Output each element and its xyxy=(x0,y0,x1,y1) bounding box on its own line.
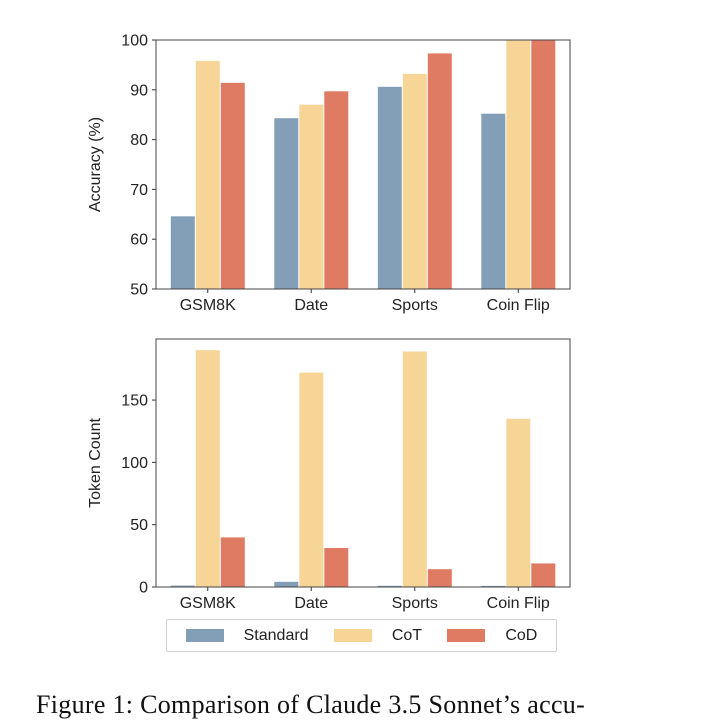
y-tick-label: 150 xyxy=(121,393,148,410)
y-tick-label: 90 xyxy=(130,82,148,99)
y-tick-label: 100 xyxy=(121,33,148,50)
bar-standard-gsm8k xyxy=(170,216,195,289)
bar-cot-coin-flip xyxy=(506,418,531,587)
bar-standard-coin-flip xyxy=(481,585,506,587)
bar-standard-sports xyxy=(377,585,402,587)
y-tick-label: 0 xyxy=(139,580,148,597)
bar-cod-gsm8k xyxy=(220,82,245,289)
legend-item-standard: Standard xyxy=(185,626,309,645)
y-tick-label: 80 xyxy=(130,132,148,149)
legend-label-cot: CoT xyxy=(391,626,423,644)
bar-cot-gsm8k xyxy=(195,350,220,587)
bar-cot-date xyxy=(299,372,324,587)
bar-cod-date xyxy=(324,91,349,289)
legend-item-cod: CoD xyxy=(447,627,537,645)
x-tick-label-sports: Sports xyxy=(392,297,438,314)
bar-cod-coin-flip xyxy=(531,40,556,289)
accuracy-chart: GSM8K Date Sports Coin Flip 50 60 70 80 90 100 Acc… xyxy=(87,33,571,314)
bar-cod-date xyxy=(324,548,349,587)
bar-cot-sports xyxy=(402,73,427,290)
bar-standard-coin-flip xyxy=(481,113,506,289)
legend-label-cod: CoD xyxy=(505,626,538,644)
plot-frame xyxy=(155,338,571,588)
legend-item-cot: CoT xyxy=(333,626,423,645)
x-tick-label-gsm8k: GSM8K xyxy=(180,595,236,612)
bar-cod-coin-flip xyxy=(531,563,556,587)
bar-cod-sports xyxy=(427,53,452,290)
y-tick-label: 50 xyxy=(130,282,148,299)
x-tick-label-gsm8k: GSM8K xyxy=(180,297,236,314)
bar-cod-sports xyxy=(427,569,452,587)
x-tick-label-date: Date xyxy=(294,297,328,314)
legend-swatch-cot xyxy=(333,629,372,642)
y-tick-label: 70 xyxy=(130,182,148,199)
token-count-chart: GSM8K Date Sports Coin Flip 0 50 100 150 Token C… xyxy=(87,338,571,612)
y-tick-label: 100 xyxy=(121,455,148,472)
bar-standard-date xyxy=(274,581,299,587)
bar-standard-date xyxy=(274,118,299,289)
y-tick-label: 50 xyxy=(130,517,148,534)
legend-label-standard: Standard xyxy=(243,626,309,644)
x-tick-label-coin-flip: Coin Flip xyxy=(487,297,550,314)
plot-frame xyxy=(155,39,571,290)
legend-swatch-standard xyxy=(185,629,224,642)
y-tick-label: 60 xyxy=(130,232,148,249)
bar-cot-coin-flip xyxy=(506,40,531,289)
x-tick-label-date: Date xyxy=(294,595,328,612)
x-tick-label-sports: Sports xyxy=(392,595,438,612)
bar-cod-gsm8k xyxy=(220,537,245,587)
bar-cot-sports xyxy=(402,351,427,587)
figure-caption: Figure 1: Comparison of Claude 3.5 Sonne… xyxy=(36,690,586,719)
bar-standard-gsm8k xyxy=(170,585,195,587)
bar-cot-gsm8k xyxy=(195,60,220,290)
bar-standard-sports xyxy=(377,86,402,289)
x-tick-label-coin-flip: Coin Flip xyxy=(487,595,550,612)
y-axis-label: Accuracy (%) xyxy=(87,117,104,212)
legend: Standard CoT CoD xyxy=(166,619,557,652)
legend-swatch-cod xyxy=(447,629,486,642)
y-axis-label: Token Count xyxy=(87,418,104,508)
bar-cot-date xyxy=(299,104,324,289)
